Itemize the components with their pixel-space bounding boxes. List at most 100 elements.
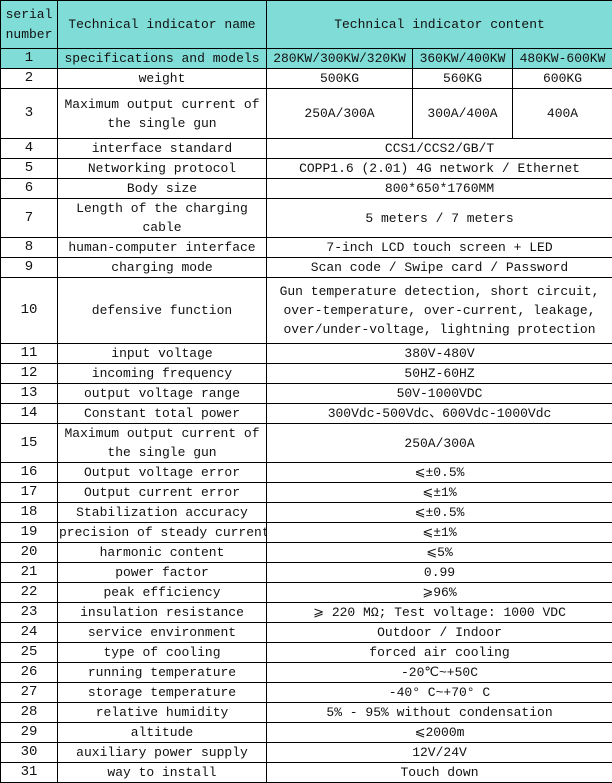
- indicator-name: Maximum output current of the single gun: [58, 89, 267, 139]
- row-number: 19: [1, 523, 58, 543]
- indicator-name: Constant total power: [58, 404, 267, 424]
- indicator-name: running temperature: [58, 663, 267, 683]
- row-number: 4: [1, 139, 58, 159]
- row-number: 3: [1, 89, 58, 139]
- indicator-name: storage temperature: [58, 683, 267, 703]
- indicator-value: 500KG: [267, 69, 413, 89]
- header-indicator-name: Technical indicator name: [58, 1, 267, 49]
- row-number: 1: [1, 49, 58, 69]
- indicator-value: 5 meters / 7 meters: [267, 199, 612, 238]
- indicator-name: relative humidity: [58, 703, 267, 723]
- indicator-value: ⩾96%: [267, 583, 612, 603]
- indicator-name: Maximum output current of the single gun: [58, 424, 267, 463]
- indicator-value: 400A: [513, 89, 612, 139]
- row-number: 17: [1, 483, 58, 503]
- row-number: 27: [1, 683, 58, 703]
- indicator-value: 5% - 95% without condensation: [267, 703, 612, 723]
- indicator-name: Stabilization accuracy: [58, 503, 267, 523]
- indicator-name: weight: [58, 69, 267, 89]
- indicator-value: 560KG: [413, 69, 513, 89]
- indicator-value: 250A/300A: [267, 89, 413, 139]
- indicator-value: 480KW-600KW: [513, 49, 612, 69]
- row-number: 20: [1, 543, 58, 563]
- row-number: 11: [1, 344, 58, 364]
- indicator-name: Body size: [58, 179, 267, 199]
- indicator-name: Output current error: [58, 483, 267, 503]
- indicator-value: ⩽±1%: [267, 483, 612, 503]
- indicator-value: -20℃~+50C: [267, 663, 612, 683]
- indicator-name: defensive function: [58, 278, 267, 344]
- indicator-value: 800*650*1760MM: [267, 179, 612, 199]
- indicator-name: charging mode: [58, 258, 267, 278]
- indicator-value: 300Vdc-500Vdc、600Vdc-1000Vdc: [267, 404, 612, 424]
- indicator-value: ⩽5%: [267, 543, 612, 563]
- row-number: 28: [1, 703, 58, 723]
- indicator-value: Gun temperature detection, short circuit…: [267, 278, 612, 344]
- indicator-name: precision of steady current: [58, 523, 267, 543]
- indicator-name: incoming frequency: [58, 364, 267, 384]
- indicator-name: output voltage range: [58, 384, 267, 404]
- row-number: 13: [1, 384, 58, 404]
- indicator-value: 12V/24V: [267, 743, 612, 763]
- indicator-name: type of cooling: [58, 643, 267, 663]
- indicator-name: input voltage: [58, 344, 267, 364]
- indicator-value: 50V-1000VDC: [267, 384, 612, 404]
- indicator-value: COPP1.6 (2.01) 4G network / Ethernet: [267, 159, 612, 179]
- indicator-value: ⩽±0.5%: [267, 463, 612, 483]
- row-number: 30: [1, 743, 58, 763]
- indicator-value: CCS1/CCS2/GB/T: [267, 139, 612, 159]
- indicator-name: peak efficiency: [58, 583, 267, 603]
- indicator-name: power factor: [58, 563, 267, 583]
- row-number: 16: [1, 463, 58, 483]
- indicator-value: Outdoor / Indoor: [267, 623, 612, 643]
- indicator-value: ⩽±0.5%: [267, 503, 612, 523]
- header-indicator-content: Technical indicator content: [267, 1, 612, 49]
- row-number: 24: [1, 623, 58, 643]
- indicator-value: ⩽±1%: [267, 523, 612, 543]
- row-number: 26: [1, 663, 58, 683]
- row-number: 23: [1, 603, 58, 623]
- indicator-value: 250A/300A: [267, 424, 612, 463]
- indicator-name: Output voltage error: [58, 463, 267, 483]
- indicator-name: Length of the charging cable: [58, 199, 267, 238]
- indicator-name: Networking protocol: [58, 159, 267, 179]
- indicator-value: 360KW/400KW: [413, 49, 513, 69]
- row-number: 8: [1, 238, 58, 258]
- row-number: 31: [1, 763, 58, 783]
- row-number: 9: [1, 258, 58, 278]
- row-number: 18: [1, 503, 58, 523]
- row-number: 22: [1, 583, 58, 603]
- indicator-value: 300A/400A: [413, 89, 513, 139]
- indicator-value: Touch down: [267, 763, 612, 783]
- indicator-value: Scan code / Swipe card / Password: [267, 258, 612, 278]
- indicator-value: ⩽2000m: [267, 723, 612, 743]
- indicator-name: specifications and models: [58, 49, 267, 69]
- indicator-name: harmonic content: [58, 543, 267, 563]
